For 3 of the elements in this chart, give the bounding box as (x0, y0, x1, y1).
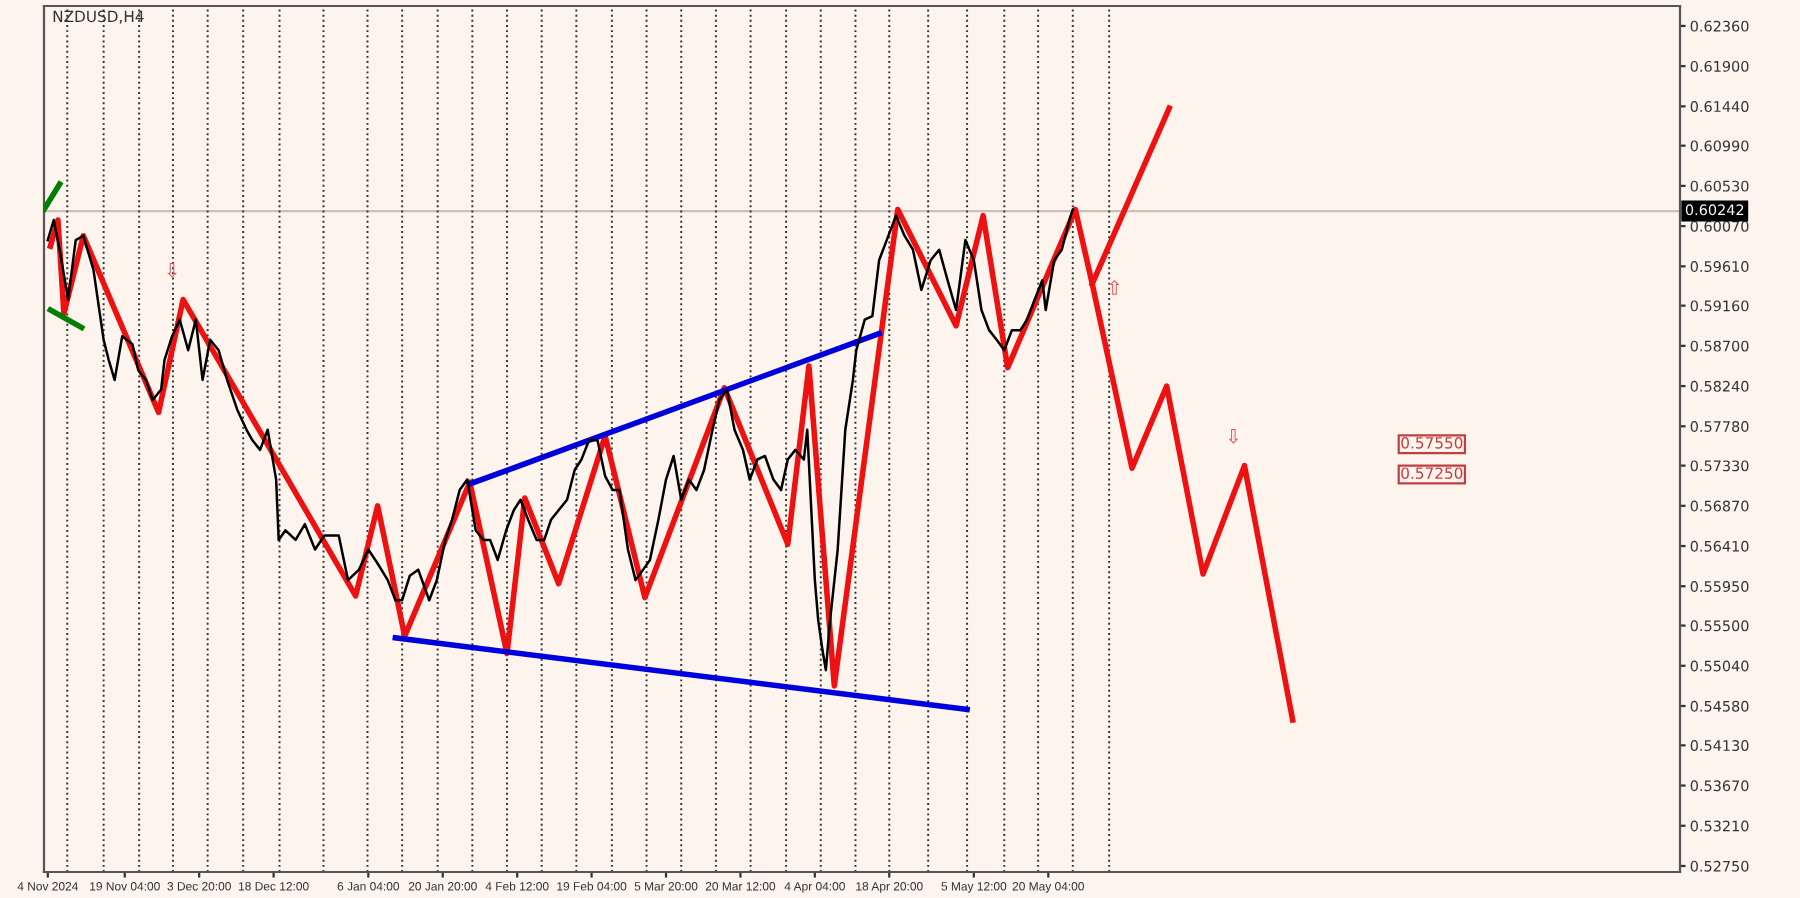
annotation: ⇩ (1228, 429, 1239, 444)
annotation: ⇩ (167, 262, 177, 278)
annotation: ⇧ (1109, 280, 1120, 295)
